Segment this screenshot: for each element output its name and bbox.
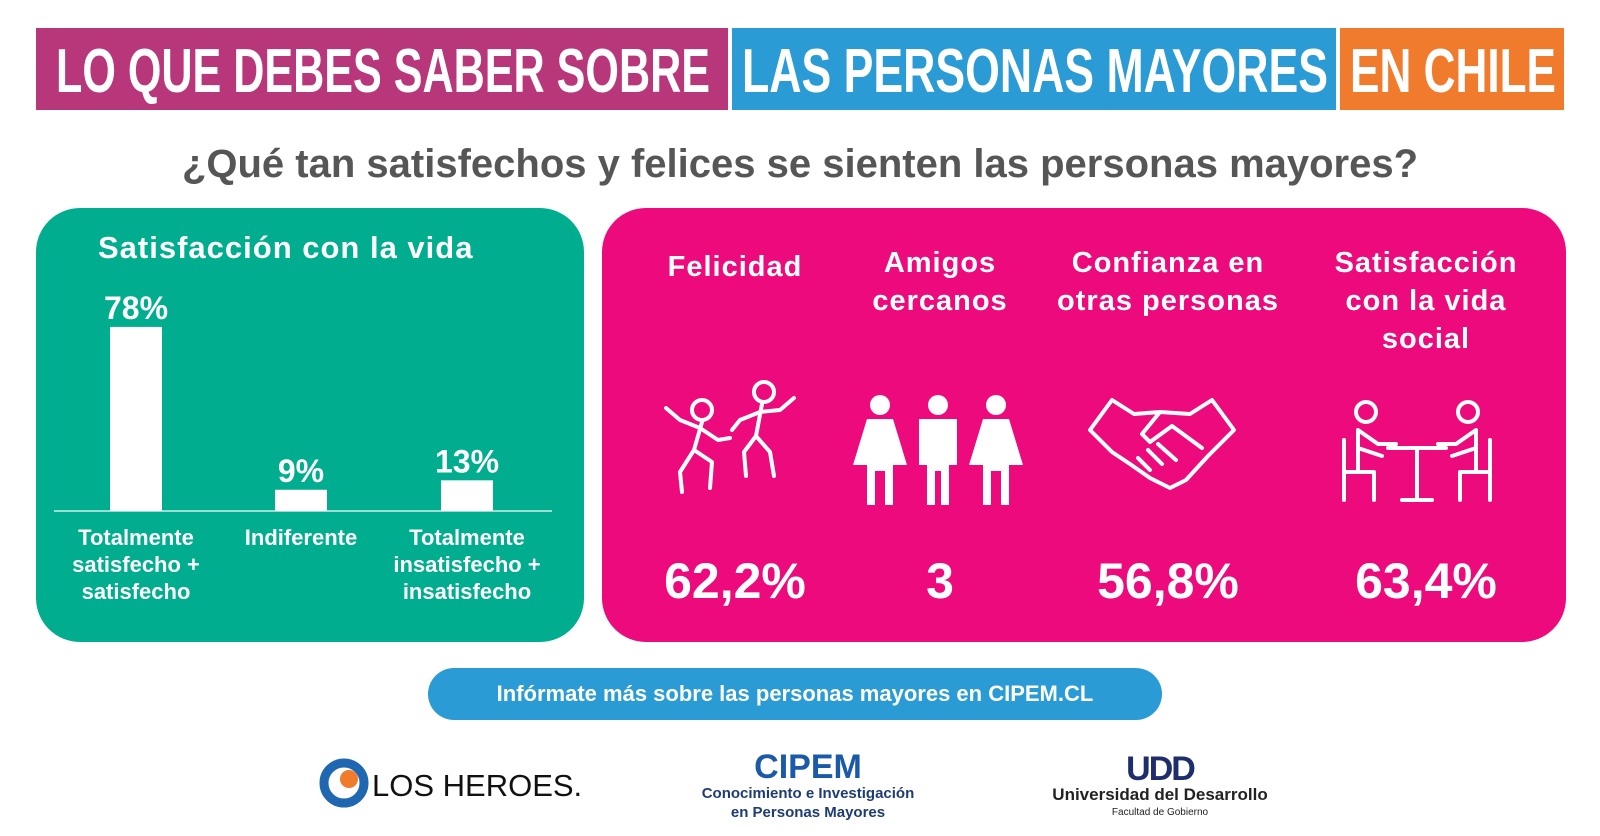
category-label: Indiferente (244, 525, 358, 550)
logo-mark (340, 770, 358, 788)
indicator-label: Confianza en otras personas (1057, 247, 1279, 317)
bar (441, 480, 493, 511)
indicator-label: Satisfacción con la vida social (1334, 247, 1518, 355)
value-label: 9% (278, 453, 324, 489)
category-label: Totalmente insatisfecho + insatisfecho (393, 525, 541, 604)
indicator-label: Amigos cercanos (872, 247, 1008, 317)
chart-panel (36, 208, 584, 642)
footer-link[interactable]: Infórmate más sobre las personas mayores… (497, 681, 1094, 706)
chart-title: Satisfacción con la vida (98, 230, 474, 265)
icon-handshake (1088, 398, 1236, 490)
header-text: LO QUE DEBES SABER SOBRE (56, 37, 710, 106)
header-text: EN CHILE (1350, 37, 1556, 106)
value-label: 13% (435, 443, 499, 479)
header-band-3 (1340, 28, 1564, 110)
indicator-value: 63,4% (1355, 553, 1497, 609)
logo-text: en Personas Mayores (731, 804, 885, 821)
value-label: 78% (104, 290, 168, 326)
bar (275, 489, 327, 511)
logo-text: Universidad del Desarrollo (1052, 785, 1267, 804)
indicator-value: 3 (926, 553, 954, 609)
header-text: LAS PERSONAS MAYORES (742, 37, 1328, 106)
icon-dancing (664, 380, 796, 494)
icon-social (1342, 400, 1492, 502)
icon-friends (853, 395, 1023, 505)
logo-text: Facultad de Gobierno (1112, 807, 1209, 818)
indicator-label: Felicidad (667, 251, 803, 283)
indicator-value: 56,8% (1097, 553, 1239, 609)
header-band-1 (36, 28, 728, 110)
indicator-value: 62,2% (664, 553, 806, 609)
footer-button[interactable] (428, 668, 1162, 720)
bar (110, 326, 162, 511)
indicator-panel (602, 208, 1566, 642)
logo-text: CIPEM (754, 748, 862, 786)
question: ¿Qué tan satisfechos y felices se siente… (182, 142, 1418, 186)
bars: 78% 9% 13% (104, 290, 499, 511)
category-label: Totalmente satisfecho + satisfecho (72, 525, 200, 604)
logo-text: Conocimiento e Investigación (702, 785, 915, 802)
logo-text: LOS HEROES. (372, 768, 582, 803)
logo-text: UDD (1126, 750, 1195, 788)
logo-mark (319, 758, 369, 808)
header-band-2 (732, 28, 1336, 110)
